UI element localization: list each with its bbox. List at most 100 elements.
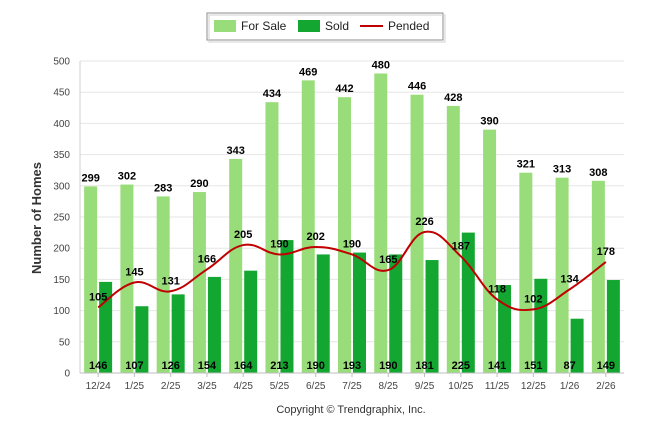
for-sale-value-label: 290: [190, 178, 208, 190]
legend-swatch-for-sale: [214, 20, 236, 32]
sold-bar: [461, 232, 475, 373]
pended-value-label: 178: [597, 246, 615, 258]
data-labels: 299 146 302 107 283 126 290 154 343 164 434 213 469 1…: [81, 59, 615, 372]
gridlines: [80, 60, 624, 374]
legend-swatch-sold: [298, 20, 320, 32]
pended-value-label: 102: [524, 293, 542, 305]
sold-value-label: 126: [161, 360, 179, 372]
sold-value-label: 107: [125, 360, 143, 372]
pended-value-label: 187: [452, 240, 470, 252]
for-sale-bar: [483, 129, 497, 373]
x-tick-label: 9/25: [415, 381, 435, 392]
sold-value-label: 213: [270, 360, 288, 372]
sold-bar: [280, 240, 294, 373]
sold-value-label: 141: [488, 360, 506, 372]
sold-bar: [353, 252, 366, 373]
x-tick-label: 8/25: [379, 381, 399, 392]
y-tick-label: 150: [53, 275, 70, 286]
sold-bar: [316, 254, 330, 373]
for-sale-bar: [229, 158, 243, 373]
pended-value-label: 226: [415, 216, 433, 228]
y-tick-label: 200: [53, 244, 70, 255]
sold-bar: [244, 270, 258, 373]
sold-value-label: 151: [524, 360, 542, 372]
pended-value-label: 145: [125, 267, 143, 279]
x-tick-label: 6/25: [306, 381, 326, 392]
legend-label-pended: Pended: [388, 19, 429, 33]
x-tick-label: 1/26: [560, 381, 580, 392]
y-tick-label: 50: [59, 337, 71, 348]
pended-value-label: 118: [488, 283, 506, 295]
for-sale-value-label: 302: [118, 171, 136, 183]
y-axis-label: Number of Homes: [29, 162, 44, 274]
sold-bar: [135, 306, 149, 373]
y-tick-label: 400: [53, 119, 70, 130]
for-sale-value-label: 299: [81, 172, 99, 184]
legend-label-sold: Sold: [325, 19, 349, 33]
for-sale-bar: [519, 172, 533, 373]
legend-shadow: [208, 14, 446, 43]
sold-bar: [606, 280, 620, 373]
pended-value-label: 134: [560, 273, 579, 285]
for-sale-value-label: 313: [553, 164, 571, 176]
sold-value-label: 87: [563, 360, 575, 372]
x-tick-label: 10/25: [448, 381, 473, 392]
x-tick-label: 7/25: [342, 381, 362, 392]
for-sale-value-label: 283: [154, 182, 172, 194]
for-sale-bar: [301, 80, 315, 374]
for-sale-bar: [156, 196, 170, 373]
for-sale-bar: [446, 105, 460, 373]
bars: [84, 73, 620, 374]
for-sale-value-label: 434: [263, 88, 282, 100]
for-sale-bar: [410, 94, 424, 374]
x-tick-label: 12/24: [86, 381, 111, 392]
for-sale-bar: [338, 97, 351, 373]
sold-bar: [570, 318, 584, 373]
for-sale-bar: [265, 102, 279, 374]
sold-value-label: 146: [89, 360, 107, 372]
y-tick-label: 100: [53, 306, 70, 317]
x-tick-label: 3/25: [197, 381, 217, 392]
for-sale-bar: [84, 186, 98, 373]
pended-value-label: 105: [89, 291, 107, 303]
pended-value-label: 165: [379, 254, 397, 266]
for-sale-bar: [374, 73, 388, 373]
y-tick-label: 350: [53, 150, 70, 161]
legend-label-for-sale: For Sale: [241, 19, 287, 33]
legend-box: [206, 12, 444, 41]
x-tick-label: 11/25: [485, 381, 510, 392]
sold-value-label: 164: [234, 360, 253, 372]
for-sale-value-label: 442: [335, 83, 353, 95]
for-sale-value-label: 446: [408, 81, 426, 93]
x-tick-label: 2/26: [596, 381, 616, 392]
pended-value-label: 202: [307, 231, 325, 243]
for-sale-value-label: 343: [227, 145, 245, 157]
sold-bar: [425, 260, 439, 373]
y-tick-label: 250: [53, 213, 70, 224]
sold-value-label: 190: [307, 360, 325, 372]
for-sale-value-label: 480: [372, 59, 390, 71]
sold-value-label: 154: [198, 360, 217, 372]
for-sale-value-label: 321: [517, 159, 535, 171]
x-tick-label: 12/25: [521, 381, 546, 392]
pended-line-path: [97, 230, 607, 312]
for-sale-bar: [120, 184, 134, 373]
axes: 0 50 100 150 200 250 300 350 400 450 500 12/24 1/25 2…: [53, 57, 624, 392]
sold-bar: [207, 276, 221, 373]
for-sale-bar: [192, 192, 206, 373]
pended-line: [97, 230, 607, 312]
for-sale-value-label: 390: [480, 116, 498, 128]
for-sale-value-label: 469: [299, 66, 317, 78]
pended-value-label: 205: [234, 229, 252, 241]
sold-value-label: 190: [379, 360, 397, 372]
for-sale-value-label: 308: [589, 167, 607, 179]
y-tick-label: 0: [64, 369, 70, 380]
pended-value-label: 190: [270, 238, 288, 250]
legend: For Sale Sold Pended: [206, 12, 446, 43]
sold-value-label: 149: [597, 360, 615, 372]
sold-bar: [171, 294, 185, 373]
pended-value-label: 190: [343, 238, 361, 250]
for-sale-bar: [591, 180, 605, 373]
